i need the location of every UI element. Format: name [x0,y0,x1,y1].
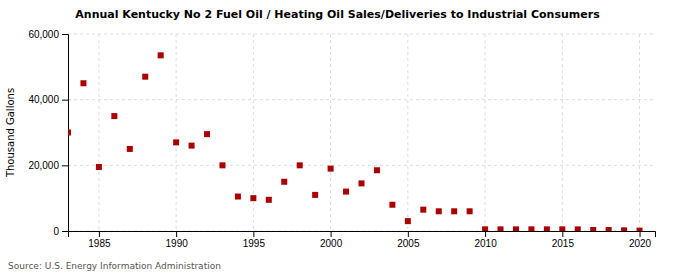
point [189,143,195,149]
tick-mark [485,231,486,237]
point [127,146,133,152]
tick-mark [62,165,68,166]
tick-label: 2005 [397,238,420,249]
point [374,167,380,173]
tick-mark [331,231,332,237]
point [544,226,550,231]
tick: 2020 [629,231,652,249]
tick-mark [640,231,641,237]
point [467,208,473,214]
axis-line [62,35,69,232]
tick-label: 0 [53,226,59,237]
point [219,162,225,168]
tick-mark [62,231,68,232]
point [575,226,581,231]
point [312,192,318,198]
tick-label: 20,000 [28,160,59,171]
grid-line [639,34,640,231]
point [250,195,256,201]
point [389,202,395,208]
source-note: Source: U.S. Energy Information Administ… [8,261,221,271]
point [142,74,148,80]
grid-line [68,34,655,35]
grid-line [253,34,254,231]
tick: 20,000 [28,160,68,171]
tick: 2010 [474,231,497,249]
point [80,80,86,86]
plot-area: 1985 1990 1995 2000 2005 2010 2015 2020 0 20,000 4… [28,29,655,249]
tick: 2005 [397,231,420,249]
tick-mark [562,231,563,237]
grid-line [68,165,655,166]
point [343,189,349,195]
grid-line [176,34,177,231]
grid-line [330,34,331,231]
grid [68,34,655,231]
point [420,207,426,213]
tick-mark [62,100,68,101]
point [68,130,71,136]
grid-line [562,34,563,231]
tick-mark [408,231,409,237]
tick: 2015 [552,231,575,249]
points [68,52,643,231]
point [621,227,627,231]
tick-mark [253,231,254,237]
tick-label: 2015 [552,238,575,249]
point [513,226,519,231]
tick: 1995 [243,231,266,249]
point [451,208,457,214]
grid-line [98,34,99,231]
tick: 40,000 [28,94,68,105]
point [96,164,102,170]
y-axis-title: Thousand Gallons [5,88,16,178]
axis-line [69,232,656,238]
tick-label: 2020 [629,238,652,249]
y-axis: 0 20,000 40,000 60,000 [28,29,68,237]
tick: 2000 [320,231,343,249]
grid-line [68,99,655,100]
point [559,226,565,231]
point [111,113,117,119]
point [266,197,272,203]
tick-mark [62,34,68,35]
point [405,218,411,224]
tick-label: 1985 [88,238,111,249]
point [281,179,287,185]
tick-label: 2000 [320,238,343,249]
tick-label: 2010 [474,238,497,249]
point [204,131,210,137]
title: Annual Kentucky No 2 Fuel Oil / Heating … [75,8,600,21]
tick-label: 40,000 [28,94,59,105]
tick: 1985 [88,231,111,249]
grid-line [485,34,486,231]
point [637,228,643,231]
tick: 0 [53,226,68,237]
x-axis: 1985 1990 1995 2000 2005 2010 2015 2020 [69,231,656,249]
point [498,226,504,231]
tick: 60,000 [28,29,68,40]
tick-label: 1995 [243,238,266,249]
point [173,139,179,145]
point [590,227,596,231]
point [528,226,534,231]
point [297,162,303,168]
tick-mark [176,231,177,237]
point [328,166,334,172]
point [606,227,612,231]
grid-line [407,34,408,231]
chart: 1985 1990 1995 2000 2005 2010 2015 2020 0 20,000 4… [0,0,675,275]
tick-label: 1990 [166,238,189,249]
point [482,226,488,231]
point [436,208,442,214]
tick-mark [99,231,100,237]
point [158,52,164,58]
tick: 1990 [166,231,189,249]
tick-label: 60,000 [28,29,59,40]
point [235,194,241,200]
point [359,180,365,186]
